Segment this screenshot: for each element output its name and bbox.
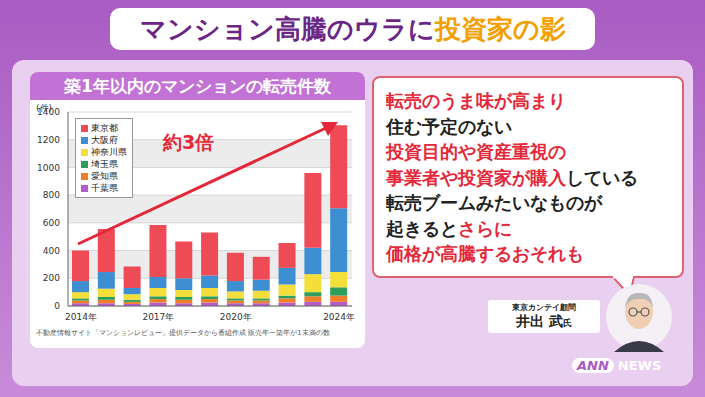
svg-text:2020年: 2020年: [220, 312, 252, 322]
svg-text:1200: 1200: [37, 135, 60, 145]
svg-text:1000: 1000: [37, 163, 60, 173]
svg-text:800: 800: [43, 190, 60, 200]
svg-text:2024年: 2024年: [323, 312, 355, 322]
svg-text:200: 200: [43, 273, 60, 283]
svg-text:2017年: 2017年: [142, 312, 174, 322]
svg-text:0: 0: [54, 301, 60, 311]
svg-text:600: 600: [43, 218, 60, 228]
svg-text:2014年: 2014年: [65, 312, 97, 322]
svg-text:1400: 1400: [37, 107, 60, 117]
svg-text:400: 400: [43, 246, 60, 256]
